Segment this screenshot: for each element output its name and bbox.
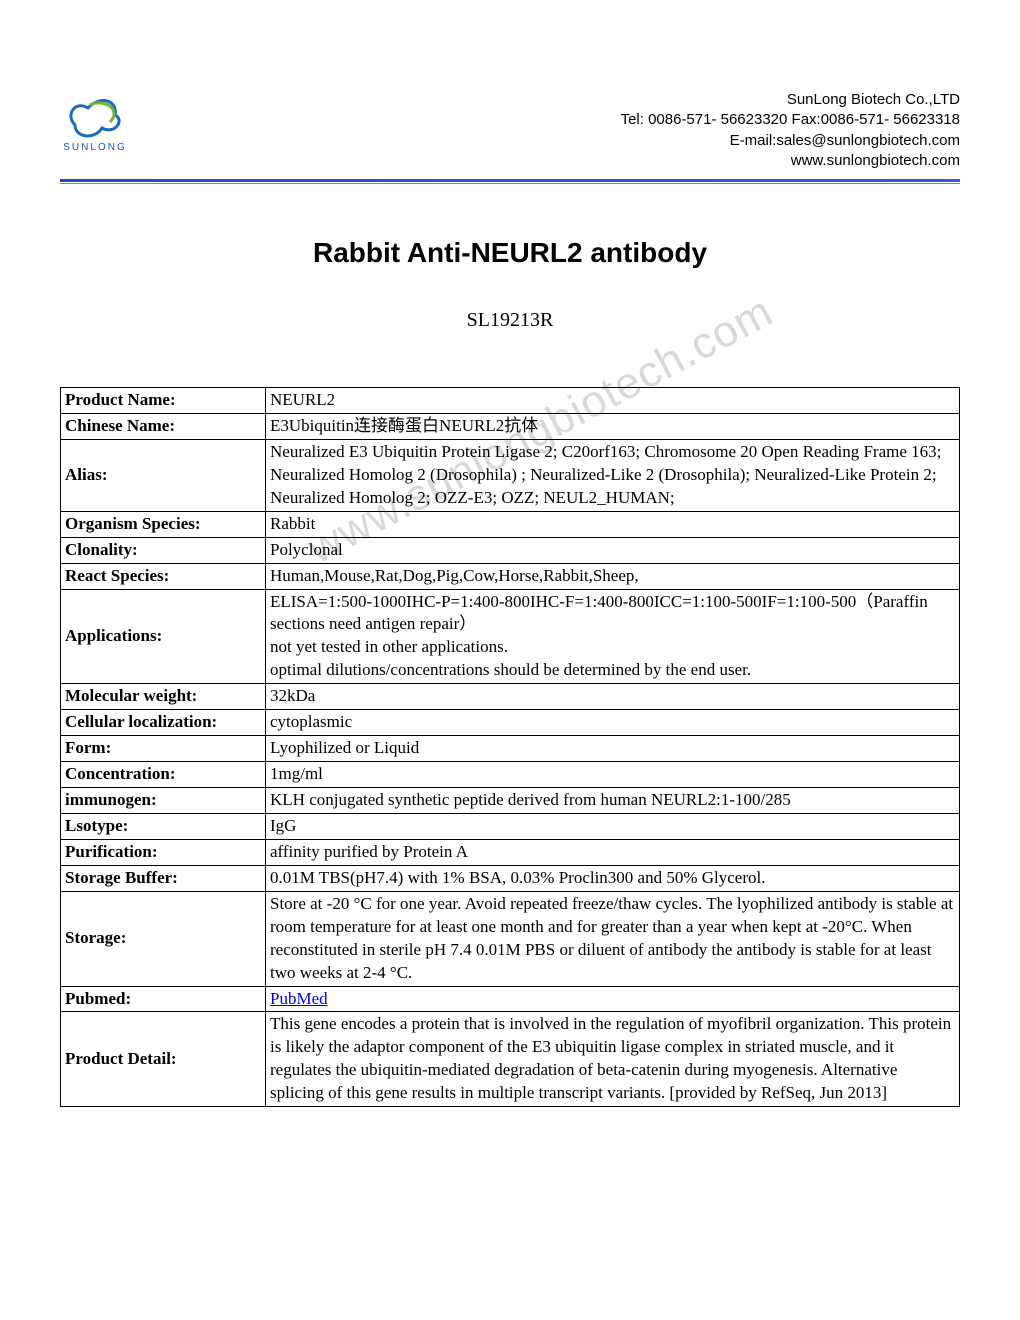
spec-label: Clonality: [61,537,266,563]
document-title: Rabbit Anti-NEURL2 antibody [60,237,960,269]
spec-value: Polyclonal [266,537,960,563]
spec-label: Cellular localization: [61,710,266,736]
table-row: Lsotype:IgG [61,813,960,839]
company-web: www.sunlongbiotech.com [621,151,960,171]
spec-value: affinity purified by Protein A [266,839,960,865]
spec-value: KLH conjugated synthetic peptide derived… [266,788,960,814]
company-logo: SUNLONG [60,90,130,153]
spec-value: Human,Mouse,Rat,Dog,Pig,Cow,Horse,Rabbit… [266,563,960,589]
spec-value: 32kDa [266,684,960,710]
spec-value: 1mg/ml [266,762,960,788]
table-row: React Species:Human,Mouse,Rat,Dog,Pig,Co… [61,563,960,589]
table-row: Chinese Name:E3Ubiquitin连接酶蛋白NEURL2抗体 [61,413,960,439]
table-row: Form:Lyophilized or Liquid [61,736,960,762]
spec-label: React Species: [61,563,266,589]
table-row: Alias:Neuralized E3 Ubiquitin Protein Li… [61,439,960,511]
table-row: Pubmed:PubMed [61,986,960,1012]
company-tel: Tel: 0086-571- 56623320 Fax:0086-571- 56… [621,110,960,130]
spec-label: immunogen: [61,788,266,814]
pubmed-link[interactable]: PubMed [270,989,328,1008]
spec-label: Product Name: [61,388,266,414]
spec-label: Lsotype: [61,813,266,839]
table-row: Clonality:Polyclonal [61,537,960,563]
spec-table: Product Name:NEURL2Chinese Name:E3Ubiqui… [60,387,960,1107]
spec-value: Store at -20 °C for one year. Avoid repe… [266,891,960,986]
table-row: Product Detail:This gene encodes a prote… [61,1012,960,1107]
spec-label: Alias: [61,439,266,511]
spec-value: Neuralized E3 Ubiquitin Protein Ligase 2… [266,439,960,511]
company-name: SunLong Biotech Co.,LTD [621,90,960,110]
spec-label: Storage: [61,891,266,986]
spec-value: ELISA=1:500-1000IHC-P=1:400-800IHC-F=1:4… [266,589,960,684]
spec-value: NEURL2 [266,388,960,414]
table-row: Purification:affinity purified by Protei… [61,839,960,865]
product-sku: SL19213R [60,309,960,332]
spec-value: cytoplasmic [266,710,960,736]
company-contact-block: SunLong Biotech Co.,LTD Tel: 0086-571- 5… [621,90,960,171]
spec-value: Rabbit [266,511,960,537]
spec-value: E3Ubiquitin连接酶蛋白NEURL2抗体 [266,413,960,439]
table-row: Organism Species:Rabbit [61,511,960,537]
table-row: Product Name:NEURL2 [61,388,960,414]
spec-value: 0.01M TBS(pH7.4) with 1% BSA, 0.03% Proc… [266,865,960,891]
table-row: Cellular localization:cytoplasmic [61,710,960,736]
spec-label: Product Detail: [61,1012,266,1107]
table-row: immunogen:KLH conjugated synthetic pepti… [61,788,960,814]
table-row: Storage Buffer:0.01M TBS(pH7.4) with 1% … [61,865,960,891]
spec-label: Molecular weight: [61,684,266,710]
table-row: Molecular weight:32kDa [61,684,960,710]
company-email: E-mail:sales@sunlongbiotech.com [621,131,960,151]
document-header: SUNLONG SunLong Biotech Co.,LTD Tel: 008… [60,90,960,171]
spec-label: Concentration: [61,762,266,788]
spec-label: Purification: [61,839,266,865]
spec-value: Lyophilized or Liquid [266,736,960,762]
table-row: Concentration:1mg/ml [61,762,960,788]
table-row: Storage:Store at -20 °C for one year. Av… [61,891,960,986]
spec-label: Applications: [61,589,266,684]
spec-value: PubMed [266,986,960,1012]
spec-label: Storage Buffer: [61,865,266,891]
spec-value: This gene encodes a protein that is invo… [266,1012,960,1107]
logo-icon [60,90,130,140]
logo-label: SUNLONG [63,142,126,153]
table-row: Applications:ELISA=1:500-1000IHC-P=1:400… [61,589,960,684]
header-divider [60,179,960,182]
spec-label: Chinese Name: [61,413,266,439]
spec-value: IgG [266,813,960,839]
spec-label: Pubmed: [61,986,266,1012]
spec-label: Form: [61,736,266,762]
spec-label: Organism Species: [61,511,266,537]
